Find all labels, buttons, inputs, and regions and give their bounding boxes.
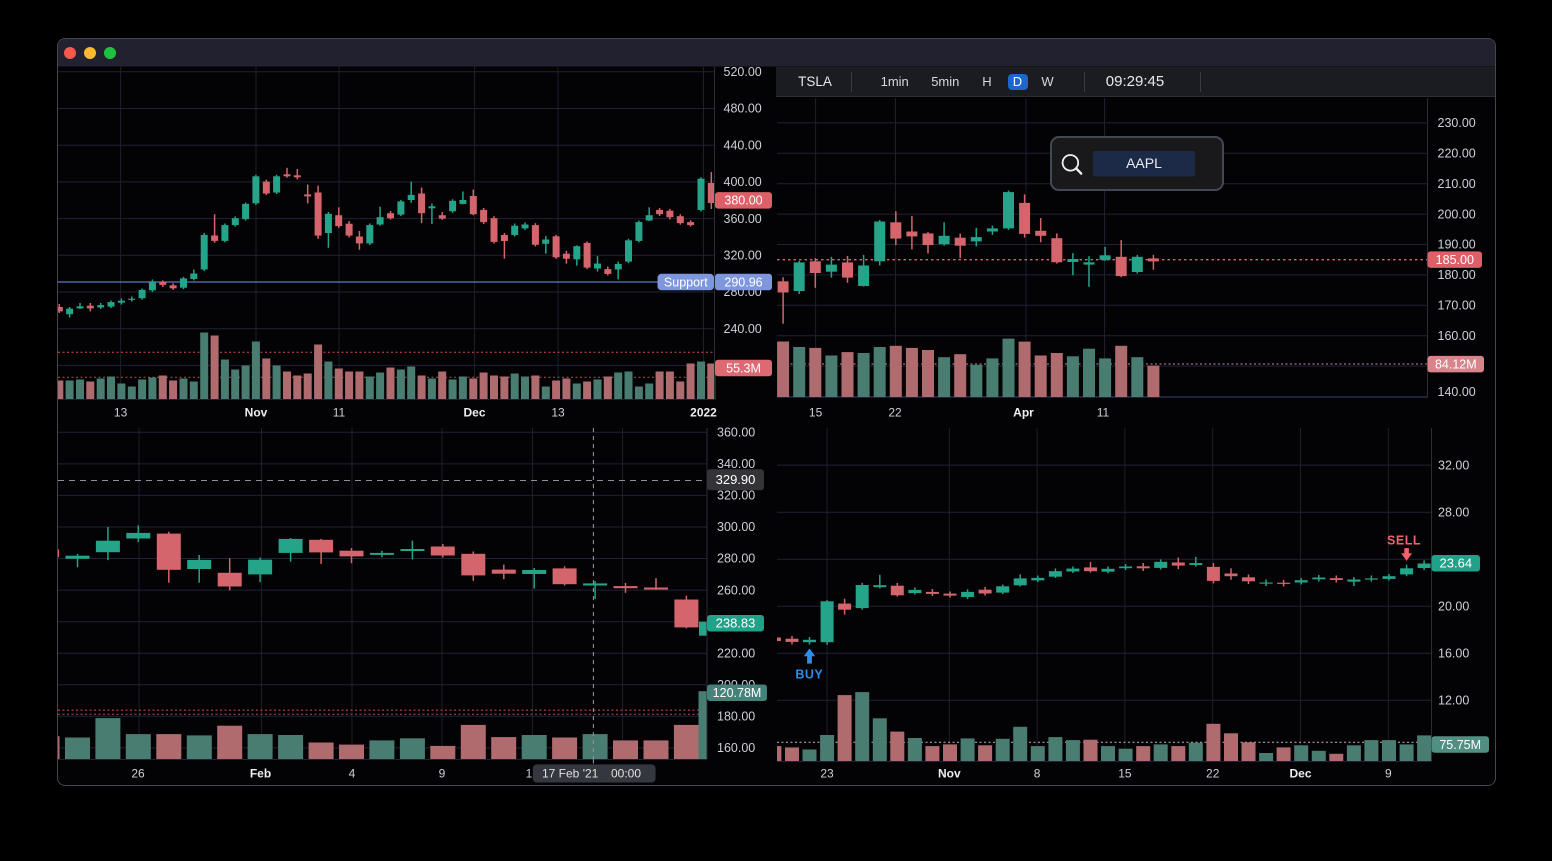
svg-text:160.00: 160.00 <box>717 741 755 755</box>
svg-text:22: 22 <box>888 406 902 420</box>
svg-text:290.96: 290.96 <box>724 275 762 289</box>
svg-text:280.00: 280.00 <box>717 552 755 566</box>
svg-text:480.00: 480.00 <box>724 102 762 116</box>
svg-text:11: 11 <box>333 406 346 420</box>
svg-text:12.00: 12.00 <box>1438 694 1469 708</box>
svg-text:11: 11 <box>1097 406 1110 420</box>
svg-text:160.00: 160.00 <box>1438 329 1476 343</box>
svg-text:Dec: Dec <box>463 406 485 420</box>
svg-text:2022: 2022 <box>690 406 717 420</box>
svg-text:AAPL: AAPL <box>1126 155 1162 171</box>
svg-text:16.00: 16.00 <box>1438 647 1469 661</box>
svg-text:180.00: 180.00 <box>717 710 755 724</box>
svg-text:26: 26 <box>131 767 145 781</box>
svg-text:SELL: SELL <box>1387 534 1421 548</box>
svg-text:329.90: 329.90 <box>716 472 756 487</box>
svg-text:180.00: 180.00 <box>1438 268 1476 282</box>
svg-text:360.00: 360.00 <box>717 426 755 440</box>
svg-text:28.00: 28.00 <box>1438 505 1469 519</box>
svg-text:17 Feb '21: 17 Feb '21 <box>542 766 599 780</box>
svg-text:Apr: Apr <box>1013 406 1034 420</box>
svg-text:320.00: 320.00 <box>717 489 755 503</box>
svg-text:300.00: 300.00 <box>717 520 755 534</box>
svg-text:185.00: 185.00 <box>1436 253 1474 267</box>
svg-text:84.12M: 84.12M <box>1435 358 1477 372</box>
svg-text:13: 13 <box>551 406 565 420</box>
svg-text:Dec: Dec <box>1289 767 1311 781</box>
svg-text:440.00: 440.00 <box>724 138 762 152</box>
svg-text:210.00: 210.00 <box>1438 177 1476 191</box>
svg-text:00:00: 00:00 <box>611 766 641 780</box>
svg-text:9: 9 <box>439 767 446 781</box>
svg-text:Nov: Nov <box>245 406 268 420</box>
svg-text:260.00: 260.00 <box>717 583 755 597</box>
svg-text:BUY: BUY <box>795 668 823 682</box>
svg-text:230.00: 230.00 <box>1438 116 1476 130</box>
svg-text:15: 15 <box>1118 767 1132 781</box>
svg-text:23: 23 <box>820 767 834 781</box>
svg-text:200.00: 200.00 <box>1438 207 1476 221</box>
svg-text:22: 22 <box>1206 767 1220 781</box>
svg-text:55.3M: 55.3M <box>726 361 761 375</box>
svg-text:400.00: 400.00 <box>724 175 762 189</box>
svg-text:360.00: 360.00 <box>724 212 762 226</box>
svg-text:190.00: 190.00 <box>1438 238 1476 252</box>
svg-text:170.00: 170.00 <box>1438 299 1476 313</box>
svg-text:1: 1 <box>526 767 533 781</box>
svg-text:220.00: 220.00 <box>717 646 755 660</box>
svg-text:75.75M: 75.75M <box>1439 738 1481 752</box>
svg-text:240.00: 240.00 <box>724 322 762 336</box>
svg-text:520.00: 520.00 <box>724 65 762 79</box>
svg-text:380.00: 380.00 <box>724 194 762 208</box>
svg-text:Support: Support <box>664 275 708 289</box>
svg-text:Nov: Nov <box>938 767 961 781</box>
svg-text:120.78M: 120.78M <box>713 686 762 700</box>
svg-text:140.00: 140.00 <box>1438 385 1476 399</box>
svg-text:320.00: 320.00 <box>724 249 762 263</box>
svg-text:8: 8 <box>1034 767 1041 781</box>
svg-text:340.00: 340.00 <box>717 457 755 471</box>
svg-text:238.83: 238.83 <box>716 616 756 631</box>
svg-text:9: 9 <box>1385 767 1392 781</box>
svg-text:4: 4 <box>349 767 356 781</box>
svg-text:220.00: 220.00 <box>1438 147 1476 161</box>
svg-text:23.64: 23.64 <box>1440 556 1473 571</box>
svg-text:Feb: Feb <box>250 767 271 781</box>
svg-text:32.00: 32.00 <box>1438 458 1469 472</box>
svg-text:20.00: 20.00 <box>1438 599 1469 613</box>
svg-text:15: 15 <box>809 406 823 420</box>
svg-text:13: 13 <box>114 406 128 420</box>
